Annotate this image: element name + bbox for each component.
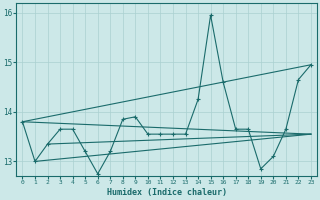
X-axis label: Humidex (Indice chaleur): Humidex (Indice chaleur) xyxy=(107,188,227,197)
